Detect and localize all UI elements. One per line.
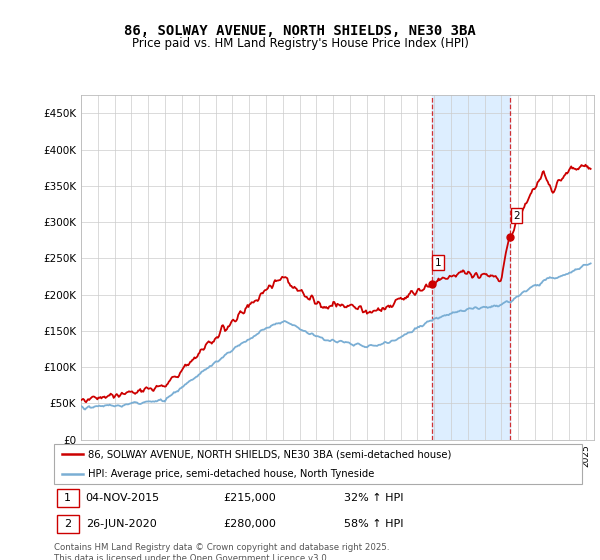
Text: 2: 2: [513, 211, 520, 221]
Text: 1: 1: [64, 493, 71, 503]
Text: 04-NOV-2015: 04-NOV-2015: [86, 493, 160, 503]
Text: £280,000: £280,000: [223, 519, 276, 529]
Text: Contains HM Land Registry data © Crown copyright and database right 2025.
This d: Contains HM Land Registry data © Crown c…: [54, 543, 389, 560]
Text: 58% ↑ HPI: 58% ↑ HPI: [344, 519, 404, 529]
FancyBboxPatch shape: [56, 515, 79, 533]
Text: £215,000: £215,000: [223, 493, 276, 503]
FancyBboxPatch shape: [54, 444, 582, 484]
Text: Price paid vs. HM Land Registry's House Price Index (HPI): Price paid vs. HM Land Registry's House …: [131, 37, 469, 50]
Text: 86, SOLWAY AVENUE, NORTH SHIELDS, NE30 3BA: 86, SOLWAY AVENUE, NORTH SHIELDS, NE30 3…: [124, 25, 476, 38]
Text: 1: 1: [435, 258, 442, 268]
Text: 26-JUN-2020: 26-JUN-2020: [86, 519, 157, 529]
Bar: [431, 95, 510, 440]
Text: HPI: Average price, semi-detached house, North Tyneside: HPI: Average price, semi-detached house,…: [88, 469, 374, 479]
FancyBboxPatch shape: [56, 489, 79, 507]
Text: 86, SOLWAY AVENUE, NORTH SHIELDS, NE30 3BA (semi-detached house): 86, SOLWAY AVENUE, NORTH SHIELDS, NE30 3…: [88, 449, 452, 459]
Text: 32% ↑ HPI: 32% ↑ HPI: [344, 493, 404, 503]
Text: 2: 2: [64, 519, 71, 529]
